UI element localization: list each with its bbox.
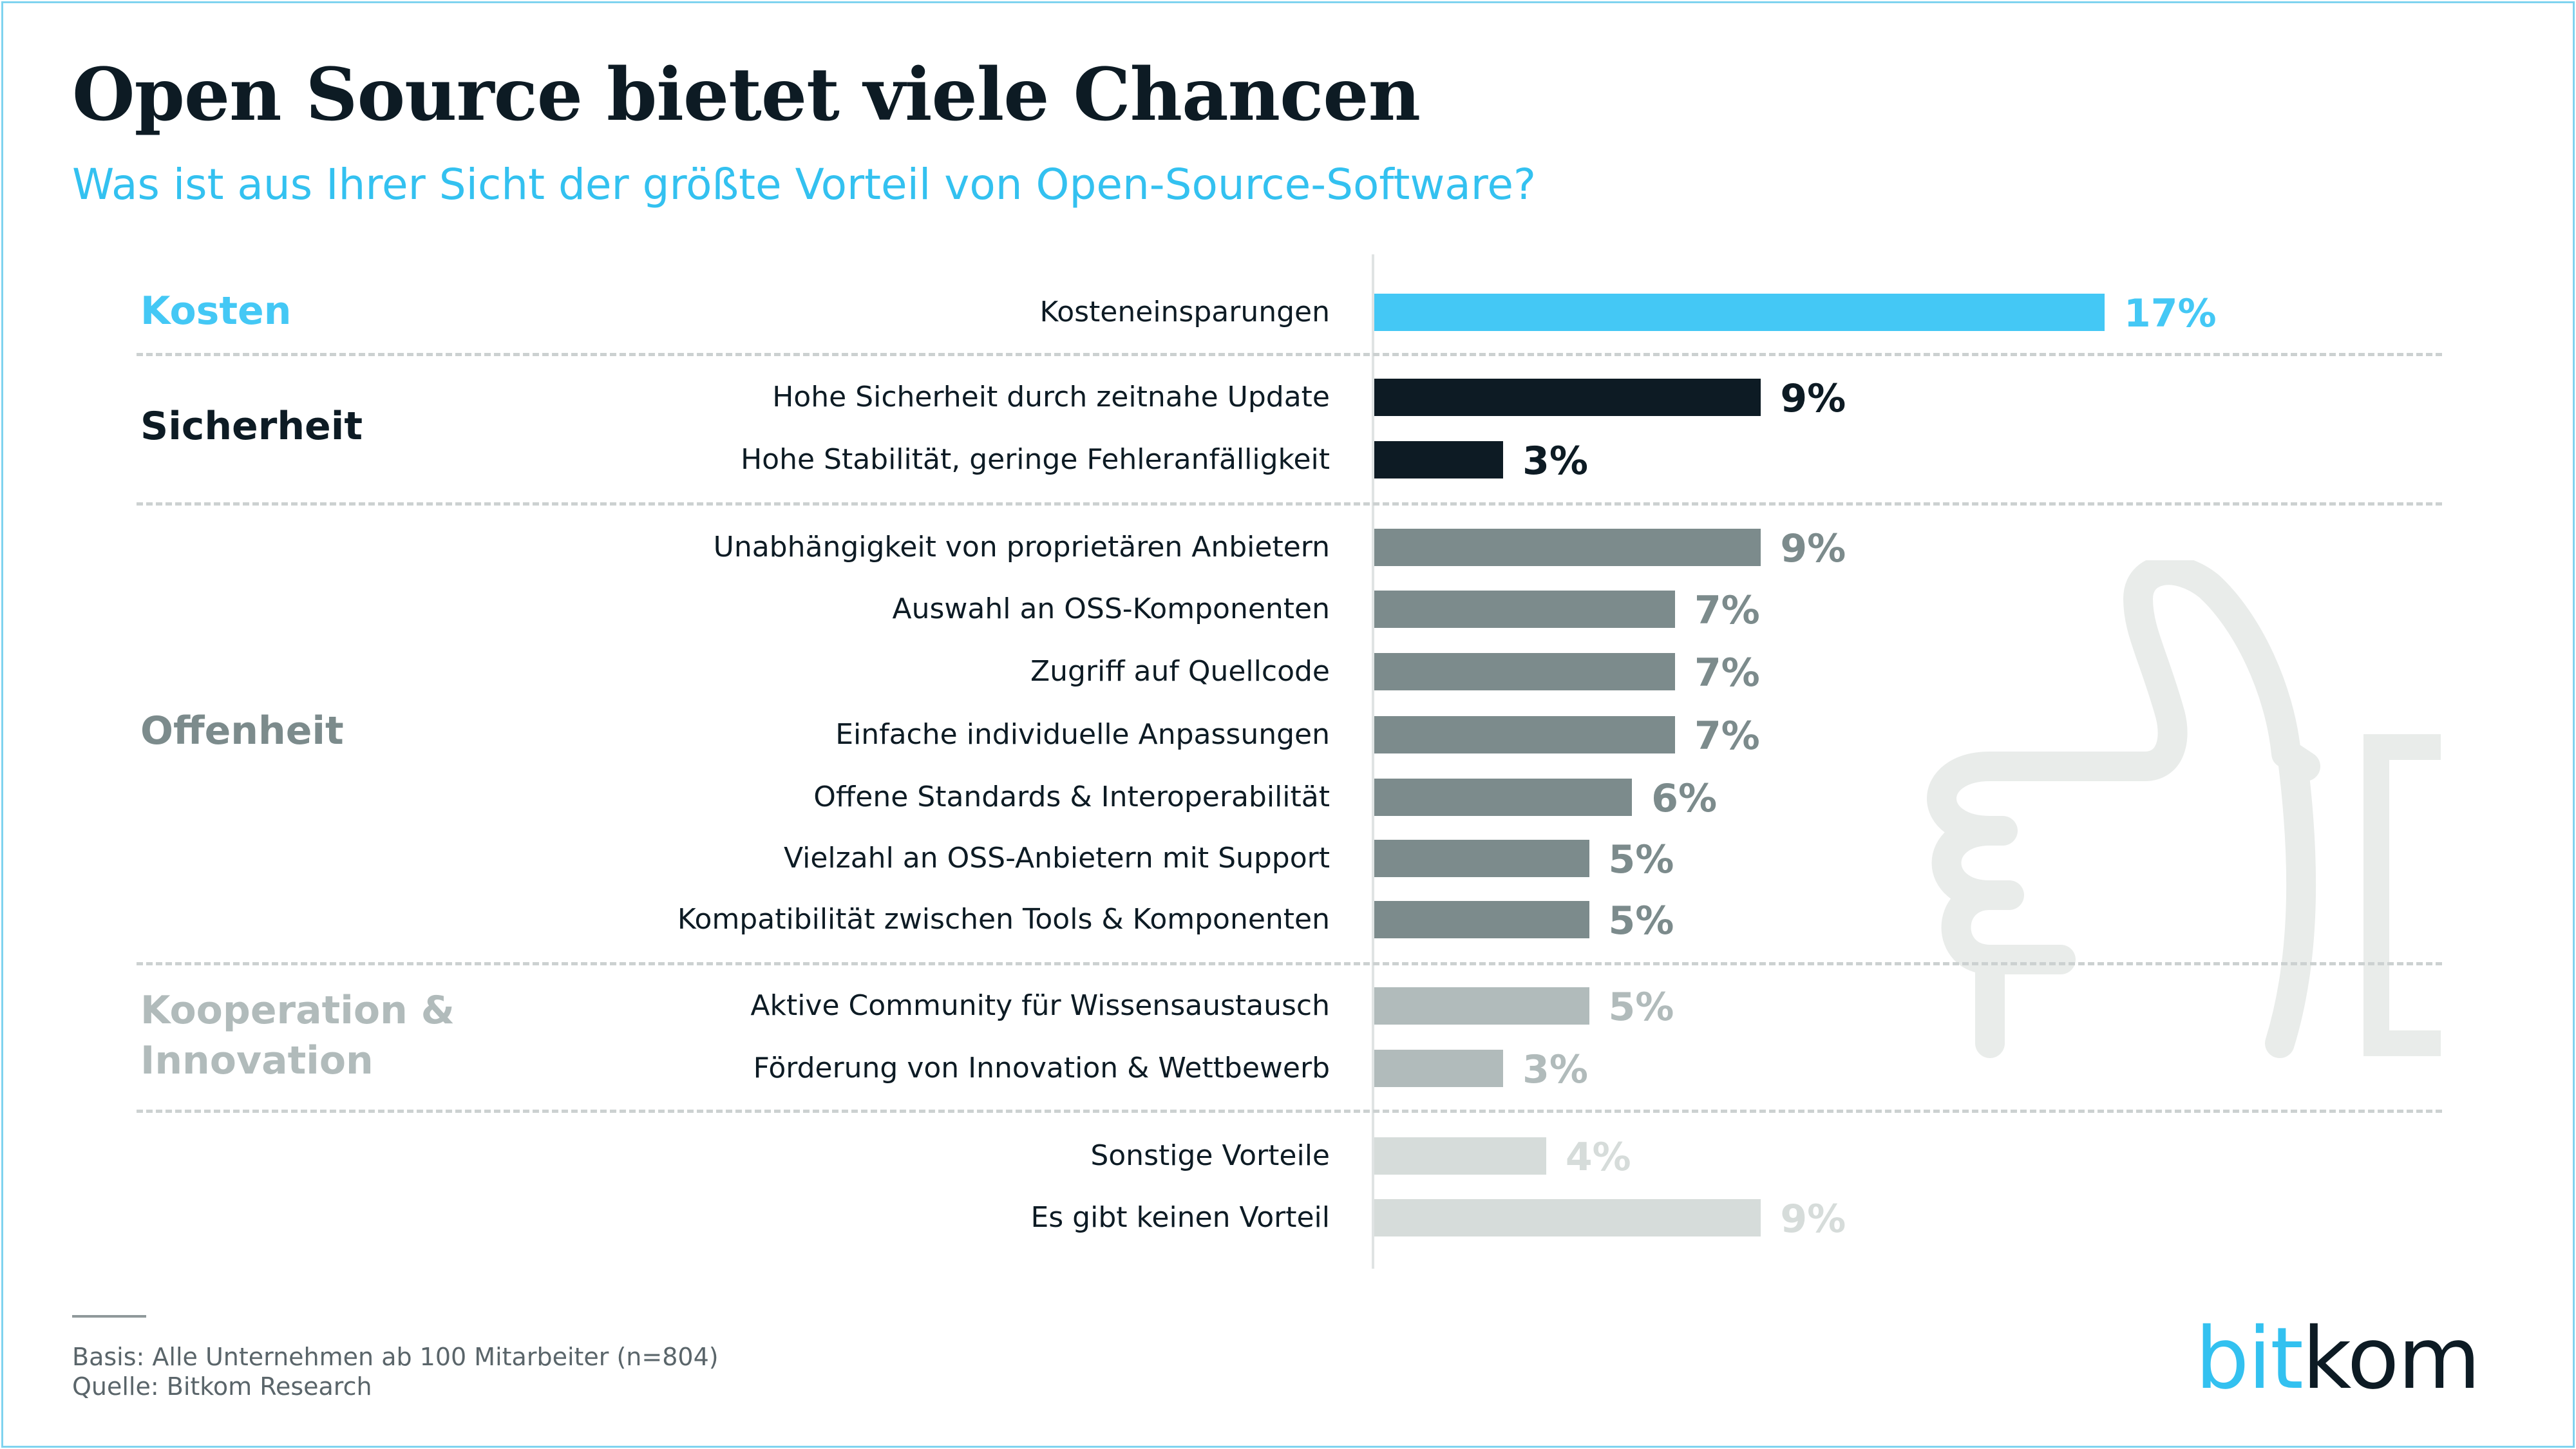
bar-category-label: Förderung von Innovation & Wettbewerb <box>753 1052 1330 1084</box>
bar-value-label: 7% <box>1694 588 1760 633</box>
chart-axis-line <box>1372 254 1374 1269</box>
group-separator <box>137 962 2442 965</box>
bar <box>1374 901 1589 938</box>
group-separator <box>137 502 2442 506</box>
bar-category-label: Zugriff auf Quellcode <box>1030 655 1330 688</box>
bar-value-label: 6% <box>1651 776 1718 821</box>
group-label-kosten: Kosten <box>140 289 292 334</box>
chart-title: Open Source bietet viele Chancen <box>72 53 1421 137</box>
bar <box>1374 529 1761 566</box>
bitkom-logo: bitkom <box>2195 1309 2481 1408</box>
group-label-offenheit: Offenheit <box>140 708 344 753</box>
footnote-quelle: Quelle: Bitkom Research <box>72 1372 372 1401</box>
bar-value-label: 3% <box>1522 439 1588 484</box>
chart-subtitle: Was ist aus Ihrer Sicht der größte Vorte… <box>72 160 1537 209</box>
footer-rule <box>72 1315 146 1318</box>
group-separator <box>137 1110 2442 1113</box>
bar-value-label: 5% <box>1608 837 1674 882</box>
bar-category-label: Auswahl an OSS-Komponenten <box>892 592 1330 625</box>
bar <box>1374 1199 1761 1236</box>
bar-value-label: 7% <box>1694 714 1760 759</box>
bar-category-label: Einfache individuelle Anpassungen <box>835 718 1330 751</box>
bar-category-label: Vielzahl an OSS-Anbietern mit Support <box>783 842 1330 875</box>
bar-value-label: 5% <box>1608 898 1674 943</box>
bar-category-label: Hohe Stabilität, geringe Fehleranfälligk… <box>741 443 1330 476</box>
bar <box>1374 591 1675 628</box>
bar-category-label: Hohe Sicherheit durch zeitnahe Update <box>772 381 1330 413</box>
bar <box>1374 1050 1504 1087</box>
bar-value-label: 4% <box>1565 1135 1631 1180</box>
bar-value-label: 3% <box>1522 1047 1588 1092</box>
bar <box>1374 987 1589 1025</box>
bar <box>1374 779 1633 816</box>
bar-category-label: Kompatibilität zwischen Tools & Komponen… <box>677 903 1330 936</box>
group-separator <box>137 353 2442 356</box>
bar-value-label: 17% <box>2124 291 2217 336</box>
bar-value-label: 5% <box>1608 985 1674 1030</box>
logo-part-kom: kom <box>2302 1309 2481 1408</box>
thumbs-up-icon <box>1927 560 2441 1058</box>
bar <box>1374 840 1589 877</box>
bar <box>1374 653 1675 690</box>
bar-category-label: Aktive Community für Wissensaustausch <box>750 989 1330 1022</box>
bar-category-label: Es gibt keinen Vorteil <box>1030 1201 1330 1234</box>
bar-category-label: Kosteneinsparungen <box>1039 296 1330 328</box>
bar-value-label: 9% <box>1780 376 1846 421</box>
bar <box>1374 1137 1546 1175</box>
footnote-basis: Basis: Alle Unternehmen ab 100 Mitarbeit… <box>72 1343 719 1371</box>
bar-category-label: Unabhängigkeit von proprietären Anbieter… <box>713 531 1330 564</box>
bar <box>1374 716 1675 753</box>
bar-value-label: 9% <box>1780 526 1846 571</box>
bar-category-label: Sonstige Vorteile <box>1090 1139 1330 1172</box>
logo-part-bit: bit <box>2195 1309 2304 1408</box>
bar-value-label: 9% <box>1780 1197 1846 1242</box>
group-label-kooperation: Kooperation & Innovation <box>140 988 455 1083</box>
bar <box>1374 294 2105 331</box>
group-label-sicherheit: Sicherheit <box>140 404 363 449</box>
bar-category-label: Offene Standards & Interoperabilität <box>813 781 1330 813</box>
bar-value-label: 7% <box>1694 650 1760 696</box>
bar <box>1374 379 1761 416</box>
bar <box>1374 441 1504 478</box>
